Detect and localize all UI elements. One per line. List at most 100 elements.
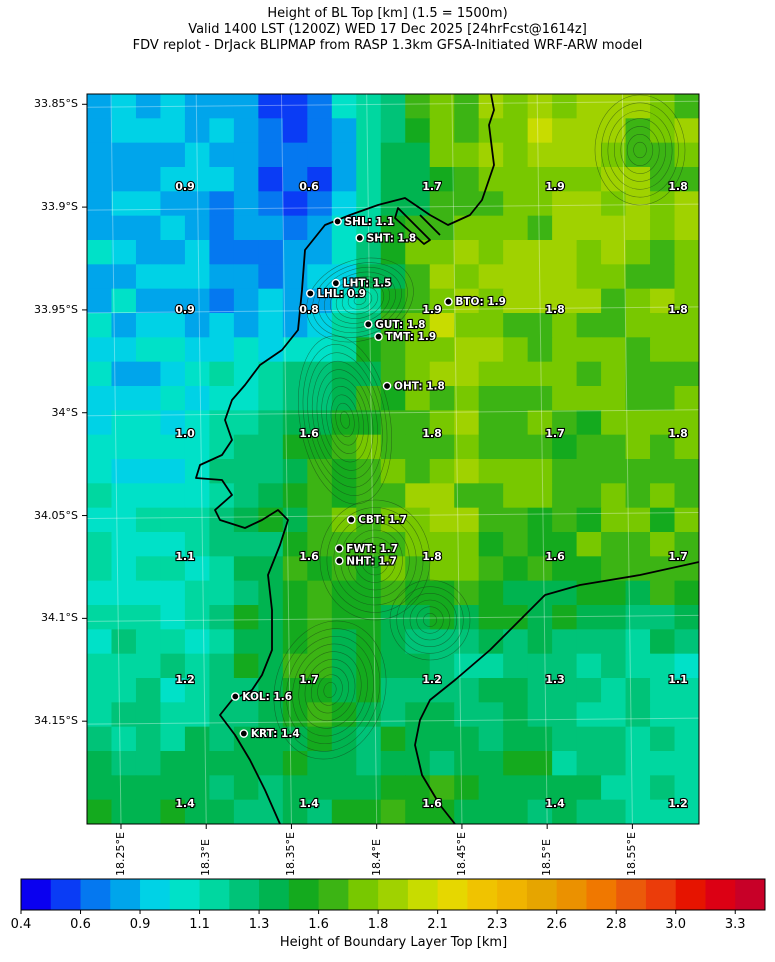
field-cell [184,191,210,217]
field-cell [160,313,186,338]
terrain-contour [319,499,431,621]
field-cell [233,556,259,582]
latitude-gridline [87,306,699,314]
grid-value-label: 1.2 [175,673,195,686]
field-cell [209,532,235,557]
field-cell [184,629,210,655]
field-cell [111,142,137,168]
field-cell [356,775,382,801]
field-cell [87,434,113,460]
terrain-contour [326,386,364,454]
field-cell [209,556,235,582]
field-cell [233,386,259,411]
field-cell [184,410,210,436]
field-cell [209,702,235,728]
field-cell [405,240,431,265]
field-cell [576,751,602,776]
colorbar-title: Height of Boundary Layer Top [km] [279,935,508,950]
field-cell [478,191,504,217]
field-cell [282,580,308,606]
field-cell [258,288,284,314]
field-cell [160,556,186,582]
grid-value-label: 0.6 [299,180,319,193]
terrain-contour [594,94,686,206]
field-cell [135,605,162,630]
field-cell [454,726,480,752]
terrain-contour [335,402,355,438]
field-cell [552,605,578,630]
field-cell [405,167,431,192]
field-cell [625,410,651,436]
field-cell [674,264,699,290]
field-cell [405,434,431,460]
field-cell [576,361,602,387]
field-cell [429,532,455,557]
field-cell [576,167,602,192]
field-cell [601,532,627,557]
field-cell [576,726,602,752]
colorbar-tick-label: 1.3 [248,917,270,932]
field-cell [380,410,406,436]
field-cell [454,361,480,387]
terrain-contour [310,666,350,714]
field-cell [380,386,406,411]
grid-value-label: 1.4 [299,797,319,810]
field-cell [429,167,455,192]
field-cell [209,775,235,801]
field-cell [111,167,137,192]
field-cell [135,653,162,679]
field-cell [209,580,235,606]
field-cell [160,142,186,168]
field-cell [674,629,699,655]
field-cell [233,434,259,460]
field-cell [331,434,357,460]
grid-value-label: 1.0 [175,427,195,440]
field-cell [356,94,382,119]
field-cell [135,459,162,484]
field-cell [184,702,210,728]
field-cell [111,240,137,265]
field-cell [454,605,480,630]
field-cell [184,605,210,630]
field-cell [331,580,357,606]
terrain-contour [333,514,417,606]
field-cell [184,799,210,824]
field-cell [429,459,455,484]
field-cell [552,410,578,436]
field-cell [429,94,455,119]
field-cell [233,653,259,679]
field-cell [576,678,602,703]
longitude-gridline [195,94,207,824]
field-cell [429,483,455,509]
field-cell [503,118,529,144]
field-cell [454,191,480,217]
field-cell [674,94,699,119]
field-cell [576,215,602,241]
field-cell [650,532,676,557]
field-cell [160,240,186,265]
field-cell [650,459,676,484]
harbour-wall [419,214,441,236]
terrain-contour [304,658,356,722]
field-cell [160,337,186,363]
lon-tick-label: 18.25°E [113,832,127,876]
lon-tick-label: 18.5°E [540,839,554,876]
field-cell [356,653,382,679]
field-cell [87,459,113,484]
field-cell [184,94,210,119]
field-cell [527,215,553,241]
coastline [195,94,699,824]
grid-value-label: 1.1 [175,550,195,563]
field-cell [307,507,333,533]
field-cell [625,361,651,387]
field-cell [405,507,431,533]
field-cell [233,532,259,557]
field-cell [429,118,455,144]
grid-value-label: 1.8 [668,180,688,193]
field-cell [650,580,676,606]
field-cell [576,775,602,801]
field-cell [552,337,578,363]
field-cell [527,118,553,144]
station-dot [239,729,249,738]
field-cell [111,337,137,363]
